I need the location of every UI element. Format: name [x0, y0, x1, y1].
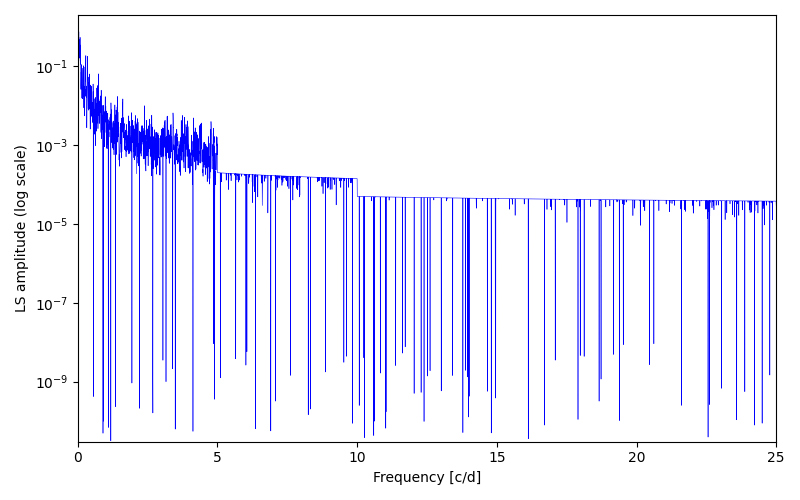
Y-axis label: LS amplitude (log scale): LS amplitude (log scale) — [15, 144, 29, 312]
X-axis label: Frequency [c/d]: Frequency [c/d] — [373, 471, 481, 485]
